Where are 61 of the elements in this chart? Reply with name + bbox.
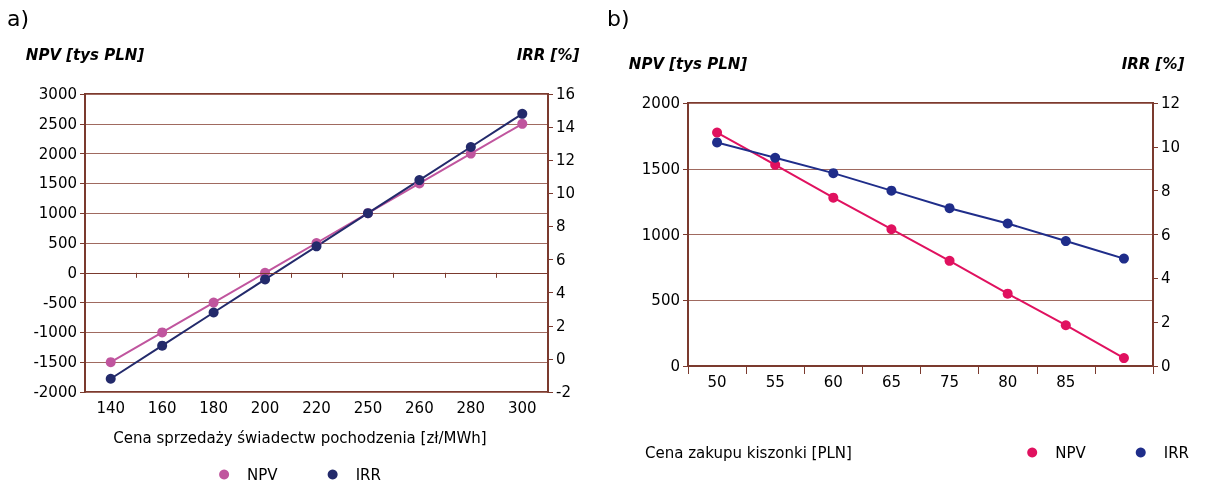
x-tick-label: 280 <box>456 398 486 417</box>
y-axis-title: NPV [tys PLN] <box>628 54 748 73</box>
y-tick-label: -1000 <box>33 323 77 342</box>
x-axis-title: Cena sprzedaży świadectw pochodzenia [zł/MWh] <box>113 428 487 447</box>
x-tick-label: 60 <box>823 372 843 391</box>
x-tick-label: 260 <box>405 398 434 417</box>
y2-axis-title: IRR [%] <box>516 45 580 64</box>
y2-tick-label: 6 <box>1161 225 1171 244</box>
x-tick-label: 80 <box>998 372 1018 391</box>
y-tick-label: 2500 <box>38 114 77 133</box>
x-tick-label: 160 <box>147 398 177 417</box>
x-tick-label: 85 <box>1056 372 1076 391</box>
y2-tick-label: 8 <box>1161 181 1171 200</box>
y-tick-label: 1500 <box>38 174 77 193</box>
y2-tick-label: 8 <box>556 217 566 236</box>
chart-title: a) <box>7 5 30 31</box>
legend-label: NPV <box>247 465 279 484</box>
x-tick-label: 200 <box>250 398 280 417</box>
y-tick-label: -2000 <box>33 383 77 401</box>
y2-tick-label: 16 <box>556 85 576 103</box>
y-tick-label: 2000 <box>38 144 77 163</box>
y2-tick-label: -2 <box>556 383 571 401</box>
y-tick-label: 1000 <box>641 225 680 244</box>
legend-label: IRR <box>1163 443 1190 462</box>
y2-tick-label: 12 <box>1161 94 1181 112</box>
x-tick-label: 75 <box>940 372 960 391</box>
y2-tick-label: 12 <box>556 151 576 170</box>
y-tick-label: 0 <box>670 357 680 375</box>
x-tick-label: 140 <box>96 398 126 417</box>
y-tick-label: 2000 <box>641 94 680 112</box>
y2-tick-label: 14 <box>556 118 576 137</box>
y-tick-label: 500 <box>48 234 77 252</box>
chart-title: b) <box>607 5 630 31</box>
y2-tick-label: 2 <box>556 316 566 335</box>
y-tick-label: 3000 <box>38 85 77 103</box>
y-tick-label: -500 <box>42 293 77 312</box>
y2-tick-label: 0 <box>1161 357 1171 375</box>
y2-tick-label: 4 <box>556 283 566 302</box>
y2-axis-title: IRR [%] <box>1121 54 1185 73</box>
legend-label: IRR <box>355 465 381 484</box>
y-tick-label: 1000 <box>38 204 77 223</box>
x-tick-label: 250 <box>353 398 383 417</box>
y2-tick-label: 0 <box>556 349 566 368</box>
legend-label: NPV <box>1055 443 1087 462</box>
y2-tick-label: 4 <box>1161 269 1171 288</box>
y-axis-title: NPV [tys PLN] <box>25 45 145 64</box>
x-tick-label: 300 <box>507 398 537 417</box>
y-tick-label: 500 <box>651 291 680 310</box>
y-tick-label: 0 <box>67 263 77 282</box>
x-tick-label: 220 <box>302 398 331 417</box>
x-tick-label: 65 <box>881 372 901 391</box>
x-tick-label: 55 <box>765 372 785 391</box>
y-tick-label: -1500 <box>33 353 77 372</box>
y2-tick-label: 2 <box>1161 313 1171 332</box>
x-tick-label: 180 <box>199 398 228 417</box>
y2-tick-label: 10 <box>556 184 576 203</box>
y2-tick-label: 10 <box>1161 137 1181 156</box>
y-tick-label: 1500 <box>641 159 680 178</box>
x-tick-label: 50 <box>707 372 727 391</box>
y2-tick-label: 6 <box>556 250 566 269</box>
x-axis-title: Cena zakupu kiszonki [PLN] <box>645 443 852 462</box>
